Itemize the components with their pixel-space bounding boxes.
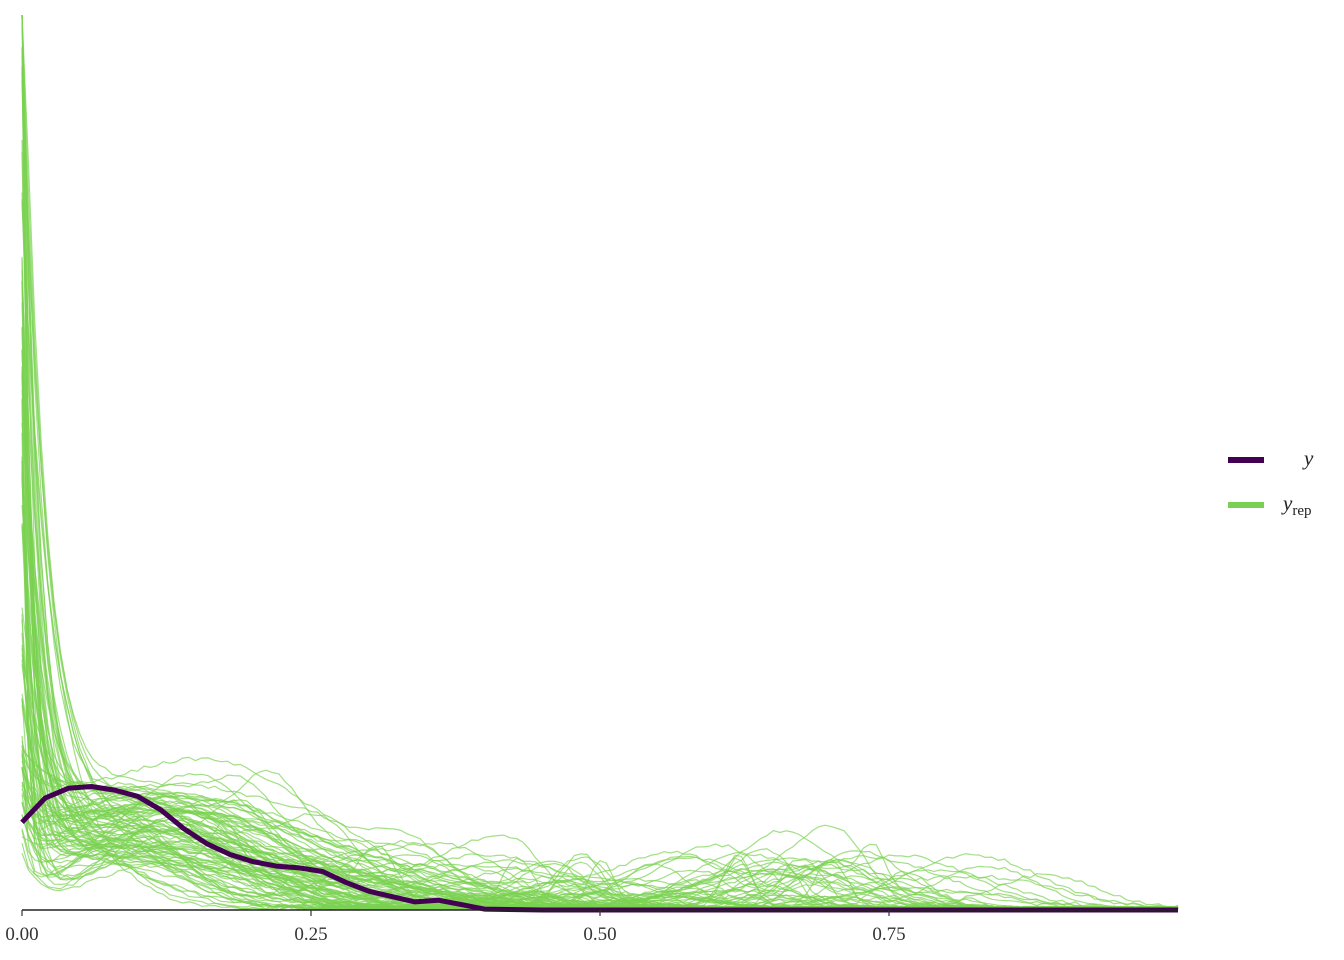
yrep-line (21, 46, 1179, 911)
x-tick-label: 0.75 (872, 924, 905, 945)
yrep-line (21, 456, 1179, 911)
x-tick-label: 0.00 (5, 924, 38, 945)
yrep-line (21, 14, 1179, 911)
legend-yrep-subscript: rep (1292, 503, 1311, 519)
yrep-line (21, 473, 1179, 911)
yrep-line (21, 151, 1179, 911)
yrep-line (21, 14, 1179, 911)
yrep-line (21, 14, 1179, 911)
x-axis-ticks: 0.00 0.25 0.50 0.75 (5, 910, 906, 945)
yrep-series-lines (21, 14, 1179, 911)
yrep-line (21, 767, 1179, 911)
x-tick-label: 0.50 (583, 924, 616, 945)
yrep-line (21, 632, 1179, 911)
yrep-line (21, 66, 1179, 911)
yrep-line (21, 55, 1179, 911)
x-tick-label: 0.25 (294, 924, 327, 945)
yrep-line (21, 14, 1179, 911)
yrep-line (21, 14, 1179, 911)
yrep-line (21, 281, 1179, 911)
yrep-line (21, 476, 1179, 911)
legend: y yrep (1228, 446, 1314, 519)
legend-yrep-main: y (1281, 491, 1293, 515)
yrep-line (21, 302, 1179, 911)
yrep-line (21, 523, 1179, 911)
yrep-line (21, 14, 1179, 911)
yrep-line (21, 14, 1179, 911)
legend-yrep-label: yrep (1281, 491, 1311, 519)
yrep-line (21, 14, 1179, 911)
legend-y-label: y (1302, 446, 1314, 470)
yrep-line (21, 280, 1179, 911)
yrep-line (21, 282, 1179, 911)
yrep-line (21, 47, 1179, 911)
